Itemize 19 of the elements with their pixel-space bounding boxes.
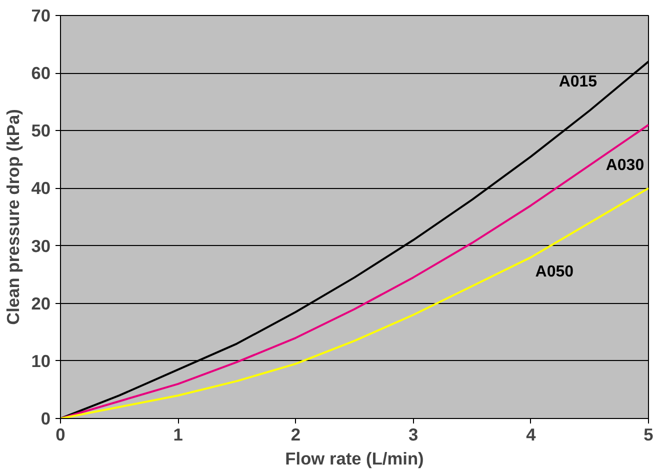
y-tick-label: 50 (31, 120, 51, 141)
y-tick-label: 60 (31, 63, 51, 84)
x-tick-label: 5 (644, 424, 654, 444)
y-tick-label: 20 (31, 293, 51, 314)
x-tick-label: 0 (56, 424, 66, 444)
x-axis-title: Flow rate (L/min) (285, 448, 424, 468)
y-tick-label: 70 (31, 6, 51, 26)
series-label: A050 (535, 263, 574, 280)
x-tick-label: 2 (290, 424, 301, 444)
y-tick-label: 40 (31, 178, 51, 198)
series-label: A015 (558, 73, 598, 90)
y-tick-label: 10 (31, 350, 51, 371)
series-label: A030 (606, 156, 644, 174)
x-tick-label: 4 (526, 424, 536, 444)
x-tick-label: 3 (408, 424, 418, 444)
y-axis-title: Clean pressure drop (kPa) (3, 109, 24, 325)
y-tick-label: 30 (31, 236, 51, 256)
y-tick-label: 0 (40, 408, 51, 428)
x-tick-label: 1 (173, 424, 184, 444)
